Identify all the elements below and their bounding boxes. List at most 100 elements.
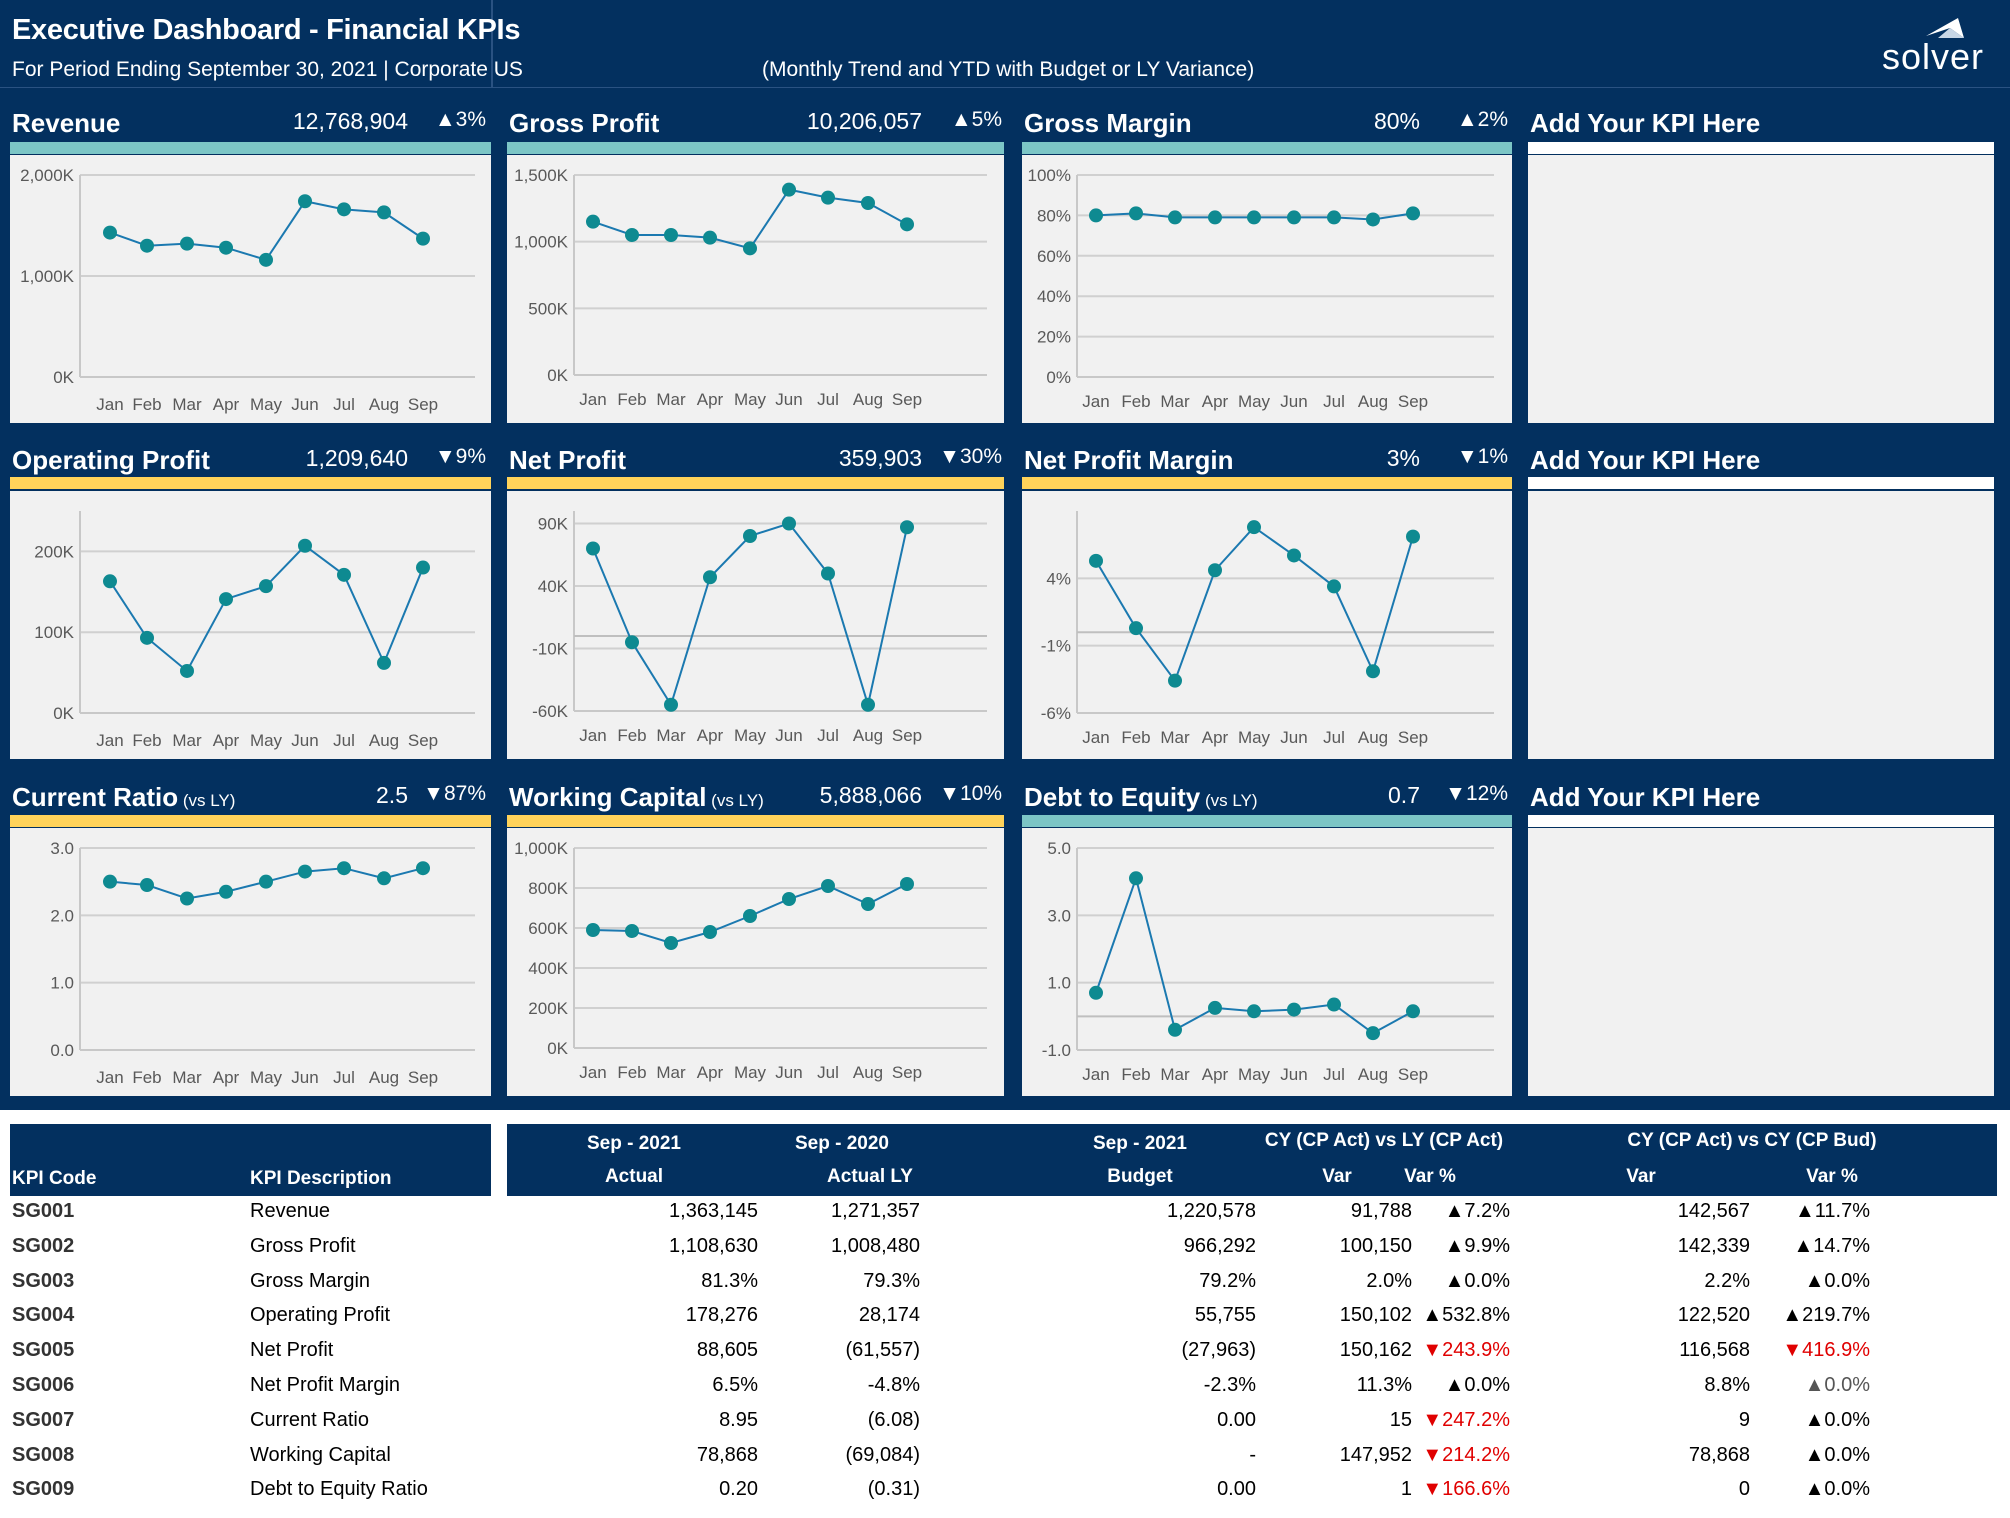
- x-tick-label: May: [250, 731, 283, 750]
- table-cell: 1,363,145: [669, 1200, 758, 1222]
- data-point: [743, 241, 757, 256]
- table-cell: SG007: [12, 1409, 75, 1431]
- table-cell: ▲0.0%: [1444, 1270, 1510, 1292]
- x-tick-label: Aug: [853, 726, 883, 745]
- data-point: [219, 240, 233, 255]
- kpi-header: Debt to Equity (vs LY) 0.7 ▼12%: [1022, 782, 1512, 816]
- x-tick-label: Feb: [132, 1068, 161, 1087]
- x-tick-label: Jun: [775, 390, 802, 409]
- x-tick-label: May: [734, 390, 767, 409]
- kpi-variance: ▼1%: [1456, 445, 1508, 468]
- table-cell: ▼166.6%: [1422, 1478, 1510, 1500]
- kpi-name-suffix: (vs LY): [178, 791, 236, 810]
- x-tick-label: Mar: [172, 1068, 202, 1087]
- x-tick-label: Jul: [1323, 1065, 1345, 1084]
- kpi-name-text: Add Your KPI Here: [1530, 445, 1761, 475]
- x-tick-label: Jan: [579, 1063, 606, 1082]
- data-point: [337, 567, 351, 582]
- table-cell: 91,788: [1350, 1200, 1412, 1222]
- y-tick-label: 200K: [528, 999, 568, 1018]
- x-tick-label: Apr: [213, 395, 240, 414]
- table-cell: Current Ratio: [250, 1409, 369, 1431]
- kpi-band: [10, 142, 491, 154]
- kpi-header: Working Capital (vs LY) 5,888,066 ▼10%: [507, 782, 1004, 816]
- x-tick-label: Apr: [213, 1068, 240, 1087]
- table-cell: 11.3%: [1356, 1374, 1412, 1396]
- table-cell: Net Profit: [250, 1339, 334, 1361]
- kpi-chart-panel: [1528, 155, 1994, 423]
- x-tick-label: Jun: [1280, 392, 1307, 411]
- table-cell: SG004: [12, 1304, 75, 1326]
- table-cell: SG009: [12, 1478, 75, 1500]
- kpi-band: [1022, 142, 1512, 154]
- y-tick-label: 200K: [34, 542, 74, 561]
- table-header-cell: CY (CP Act) vs CY (CP Bud): [1627, 1130, 1877, 1151]
- series-line: [592, 522, 908, 709]
- kpi-name: Net Profit Margin: [1024, 445, 1233, 476]
- table-cell: (6.08): [867, 1409, 920, 1431]
- kpi-band: [1528, 477, 1994, 489]
- data-point: [1208, 1000, 1222, 1015]
- data-point: [1327, 997, 1341, 1012]
- kpi-chart-panel: 0K 100K 200K Jan Feb Mar Apr May Jun Jul Aug Sep: [10, 491, 491, 759]
- x-tick-label: Aug: [853, 390, 883, 409]
- data-point: [821, 566, 835, 581]
- x-tick-label: May: [250, 1068, 283, 1087]
- kpi-band: [507, 477, 1004, 489]
- x-tick-label: Feb: [617, 1063, 646, 1082]
- x-tick-label: Mar: [172, 731, 202, 750]
- x-tick-label: Mar: [656, 390, 686, 409]
- data-point: [625, 924, 639, 938]
- y-tick-label: 4%: [1046, 569, 1071, 588]
- data-point: [180, 891, 194, 906]
- x-tick-label: Feb: [617, 726, 646, 745]
- line-chart: 0K 200K 400K 600K 800K 1,000K Jan Feb Mar Apr May J…: [514, 839, 987, 1082]
- x-tick-label: Jul: [817, 726, 839, 745]
- table-cell: ▲0.0%: [1804, 1444, 1870, 1466]
- y-tick-label: 1,500K: [514, 166, 569, 185]
- x-tick-label: Aug: [369, 1068, 399, 1087]
- line-chart: 0K 100K 200K Jan Feb Mar Apr May Jun Jul Aug Sep: [34, 511, 475, 750]
- kpi-chart-panel: [1528, 828, 1994, 1096]
- table-cell: 28,174: [858, 1304, 920, 1326]
- y-tick-label: 0K: [53, 704, 74, 723]
- x-tick-label: Aug: [369, 395, 399, 414]
- table-cell: 1,108,630: [669, 1235, 758, 1257]
- data-point: [1327, 579, 1341, 594]
- table-cell: 2.0%: [1366, 1270, 1412, 1292]
- data-point: [743, 529, 757, 543]
- y-tick-label: 100K: [34, 623, 74, 642]
- data-point: [1168, 1022, 1182, 1037]
- y-tick-label: 2,000K: [20, 166, 75, 185]
- data-point: [782, 182, 796, 197]
- header-divider: [491, 0, 493, 88]
- table-cell: Gross Margin: [250, 1270, 371, 1292]
- data-point: [103, 574, 117, 589]
- data-point: [337, 202, 351, 217]
- y-tick-label: 1,000K: [514, 233, 569, 252]
- page-subtitle: For Period Ending September 30, 2021 | C…: [12, 58, 523, 81]
- y-tick-label: 20%: [1037, 328, 1071, 347]
- y-tick-label: -6%: [1041, 704, 1071, 723]
- y-tick-label: 60%: [1037, 247, 1071, 266]
- line-chart: -1.0 1.0 3.0 5.0 Jan Feb Mar Apr May Jun Jul Aug Sep: [1042, 839, 1494, 1084]
- x-tick-label: May: [250, 395, 283, 414]
- data-point: [703, 230, 717, 245]
- line-chart: 0K 500K 1,000K 1,500K Jan Feb Mar Apr May Jun Jul A…: [514, 166, 987, 409]
- table-cell: ▼214.2%: [1422, 1444, 1510, 1466]
- table-cell: SG005: [12, 1339, 75, 1361]
- x-tick-label: Jan: [96, 731, 123, 750]
- kpi-variance: ▲2%: [1456, 108, 1508, 131]
- y-tick-label: 0.0: [50, 1041, 74, 1060]
- kpi-variance: ▼9%: [434, 445, 486, 468]
- kpi-chart-panel: -1.0 1.0 3.0 5.0 Jan Feb Mar Apr May Jun Jul Aug Sep: [1022, 828, 1512, 1096]
- table-cell: Debt to Equity Ratio: [250, 1478, 428, 1500]
- table-cell: ▼416.9%: [1782, 1339, 1870, 1361]
- series-line: [109, 200, 424, 262]
- table-cell: 88,605: [696, 1339, 758, 1361]
- x-tick-label: Mar: [1160, 392, 1190, 411]
- line-chart: -6% -1% 4% Jan Feb Mar Apr May Jun Jul Aug Sep: [1041, 511, 1494, 747]
- data-point: [900, 520, 914, 535]
- data-point: [103, 874, 117, 889]
